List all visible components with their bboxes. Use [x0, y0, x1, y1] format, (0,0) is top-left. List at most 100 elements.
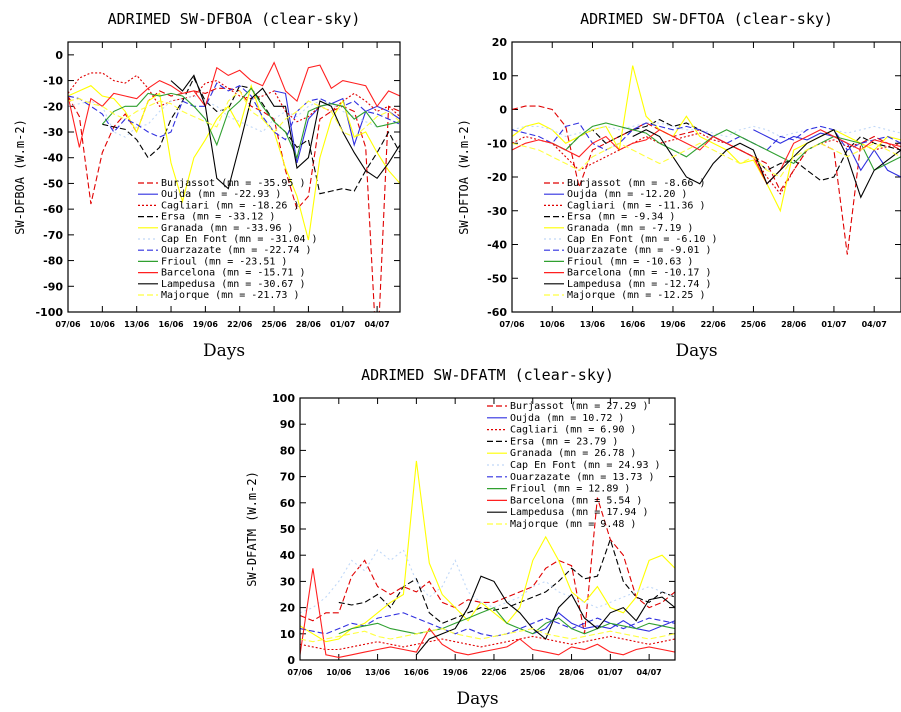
y-tick-label: 10 [492, 70, 508, 83]
legend-entry: Burjassot (mn = -8.66 ) [567, 178, 705, 189]
legend-entry: Frioul (mn = 12.89 ) [510, 484, 630, 495]
x-tick-label: 28/06 [559, 668, 585, 677]
y-tick-label: -10 [487, 137, 507, 150]
legend-entry: Barcelona (mn = -15.71 ) [161, 268, 306, 279]
legend-entry: Majorque (mn = -12.25 ) [567, 290, 705, 301]
y-tick-label: -20 [43, 100, 63, 113]
legend-entry: Lampedusa (mn = -30.67 ) [161, 279, 306, 290]
x-axis-label: Days [675, 341, 717, 361]
y-axis-label: SW-DFBOA (W.m-2) [13, 119, 27, 235]
series-line-lampedusa [415, 575, 675, 656]
x-tick-label: 04/07 [637, 668, 662, 677]
y-tick-label: -100 [35, 306, 63, 319]
x-tick-label: 07/06 [499, 320, 525, 329]
x-tick-label: 04/07 [862, 320, 887, 329]
y-tick-label: -40 [43, 152, 63, 165]
series-line-barcelona [512, 129, 901, 185]
y-tick-label: -50 [487, 272, 507, 285]
y-tick-label: 20 [280, 602, 296, 615]
x-tick-label: 28/06 [296, 320, 322, 329]
legend-entry: Cap En Font (mn = -6.10 ) [567, 234, 718, 245]
x-tick-label: 13/06 [580, 320, 606, 329]
chart-title: ADRIMED SW-DFBOA (clear-sky) [108, 10, 361, 28]
chart-title: ADRIMED SW-DFTOA (clear-sky) [580, 10, 833, 28]
y-tick-label: 90 [280, 418, 296, 431]
series-line-granada [300, 460, 675, 643]
legend-entry: Burjassot (mn = -35.95 ) [161, 178, 306, 189]
legend-entry: Oujda (mn = 10.72 ) [510, 413, 624, 424]
x-axis-label: Days [203, 341, 245, 361]
legend-entry: Ersa (mn = 23.79 ) [510, 436, 618, 447]
x-tick-label: 01/07 [598, 668, 623, 677]
y-tick-label: -10 [43, 75, 63, 88]
x-tick-label: 01/07 [821, 320, 846, 329]
x-tick-label: 16/06 [158, 320, 184, 329]
series-line-cap-en-font [300, 549, 675, 614]
y-tick-label: 0 [55, 49, 63, 62]
legend-entry: Lampedusa (mn = -12.74 ) [567, 279, 712, 290]
legend-entry: Oujda (mn = -22.93 ) [161, 189, 281, 200]
x-tick-label: 28/06 [781, 320, 807, 329]
y-tick-label: -20 [487, 171, 507, 184]
series-line-lampedusa [632, 129, 901, 199]
legend: Burjassot (mn = -8.66 )Oujda (mn = -12.2… [544, 178, 718, 301]
x-tick-label: 16/06 [620, 320, 646, 329]
y-tick-label: -90 [43, 280, 63, 293]
series-group [512, 65, 901, 255]
plot-frame [67, 41, 401, 313]
legend-entry: Majorque (mn = 9.48 ) [510, 519, 636, 530]
x-tick-label: 07/06 [287, 668, 313, 677]
y-tick-label: -80 [43, 255, 63, 268]
legend-entry: Ersa (mn = -9.34 ) [567, 212, 675, 223]
y-tick-label: 50 [280, 523, 296, 536]
x-tick-label: 19/06 [660, 320, 686, 329]
y-tick-label: -30 [43, 126, 63, 139]
legend-entry: Cagliari (mn = -18.26 ) [161, 200, 299, 211]
series-line-ouarzazate [300, 612, 675, 637]
legend-entry: Ouarzazate (mn = -9.01 ) [567, 245, 712, 256]
series-line-granada [512, 65, 901, 213]
y-tick-label: 70 [280, 471, 296, 484]
y-axis-label: SW-DFATM (W.m-2) [245, 471, 259, 587]
x-tick-label: 04/07 [365, 320, 390, 329]
legend-entry: Lampedusa (mn = 17.94 ) [510, 507, 648, 518]
legend-entry: Burjassot (mn = 27.29 ) [510, 401, 648, 412]
y-tick-label: 100 [272, 392, 295, 405]
series-line-ouarzazate [68, 82, 400, 141]
series-line-cagliari [512, 132, 901, 195]
x-tick-label: 19/06 [193, 320, 219, 329]
series-line-oujda [753, 129, 901, 178]
chart-dfatm: ADRIMED SW-DFATM (clear-sky) SW-DFATM (W.… [245, 366, 676, 709]
y-axis-label: SW-DFTOA (W.m-2) [457, 119, 471, 235]
legend-entry: Cap En Font (mn = 24.93 ) [510, 460, 661, 471]
y-tick-label: 0 [287, 654, 295, 667]
chart-title: ADRIMED SW-DFATM (clear-sky) [361, 366, 614, 384]
series-line-majorque [68, 90, 400, 138]
series-line-cap-en-font [512, 122, 901, 138]
x-tick-label: 10/06 [540, 320, 566, 329]
series-line-granada [68, 83, 400, 241]
legend-entry: Granada (mn = 26.78 ) [510, 448, 636, 459]
legend-entry: Granada (mn = -33.96 ) [161, 223, 293, 234]
chart-dfboa: ADRIMED SW-DFBOA (clear-sky) SW-DFBOA (W.… [13, 10, 401, 361]
x-tick-label: 10/06 [326, 668, 352, 677]
series-line-burjassot [300, 497, 675, 634]
y-tick-label: -50 [43, 177, 63, 190]
series-line-cagliari [300, 635, 675, 651]
legend-entry: Granada (mn = -7.19 ) [567, 223, 693, 234]
y-tick-label: -60 [43, 203, 63, 216]
y-tick-label: 10 [280, 628, 296, 641]
y-tick-label: -70 [43, 229, 63, 242]
legend-entry: Frioul (mn = -23.51 ) [161, 256, 287, 267]
x-tick-label: 22/06 [701, 320, 727, 329]
series-line-barcelona [300, 568, 675, 658]
plot-frame [299, 397, 676, 661]
series-group [300, 460, 675, 658]
legend-entry: Ersa (mn = -33.12 ) [161, 212, 275, 223]
x-tick-label: 10/06 [90, 320, 116, 329]
y-tick-label: -60 [487, 306, 507, 319]
x-tick-label: 13/06 [124, 320, 150, 329]
x-tick-label: 13/06 [365, 668, 391, 677]
x-tick-label: 22/06 [227, 320, 253, 329]
